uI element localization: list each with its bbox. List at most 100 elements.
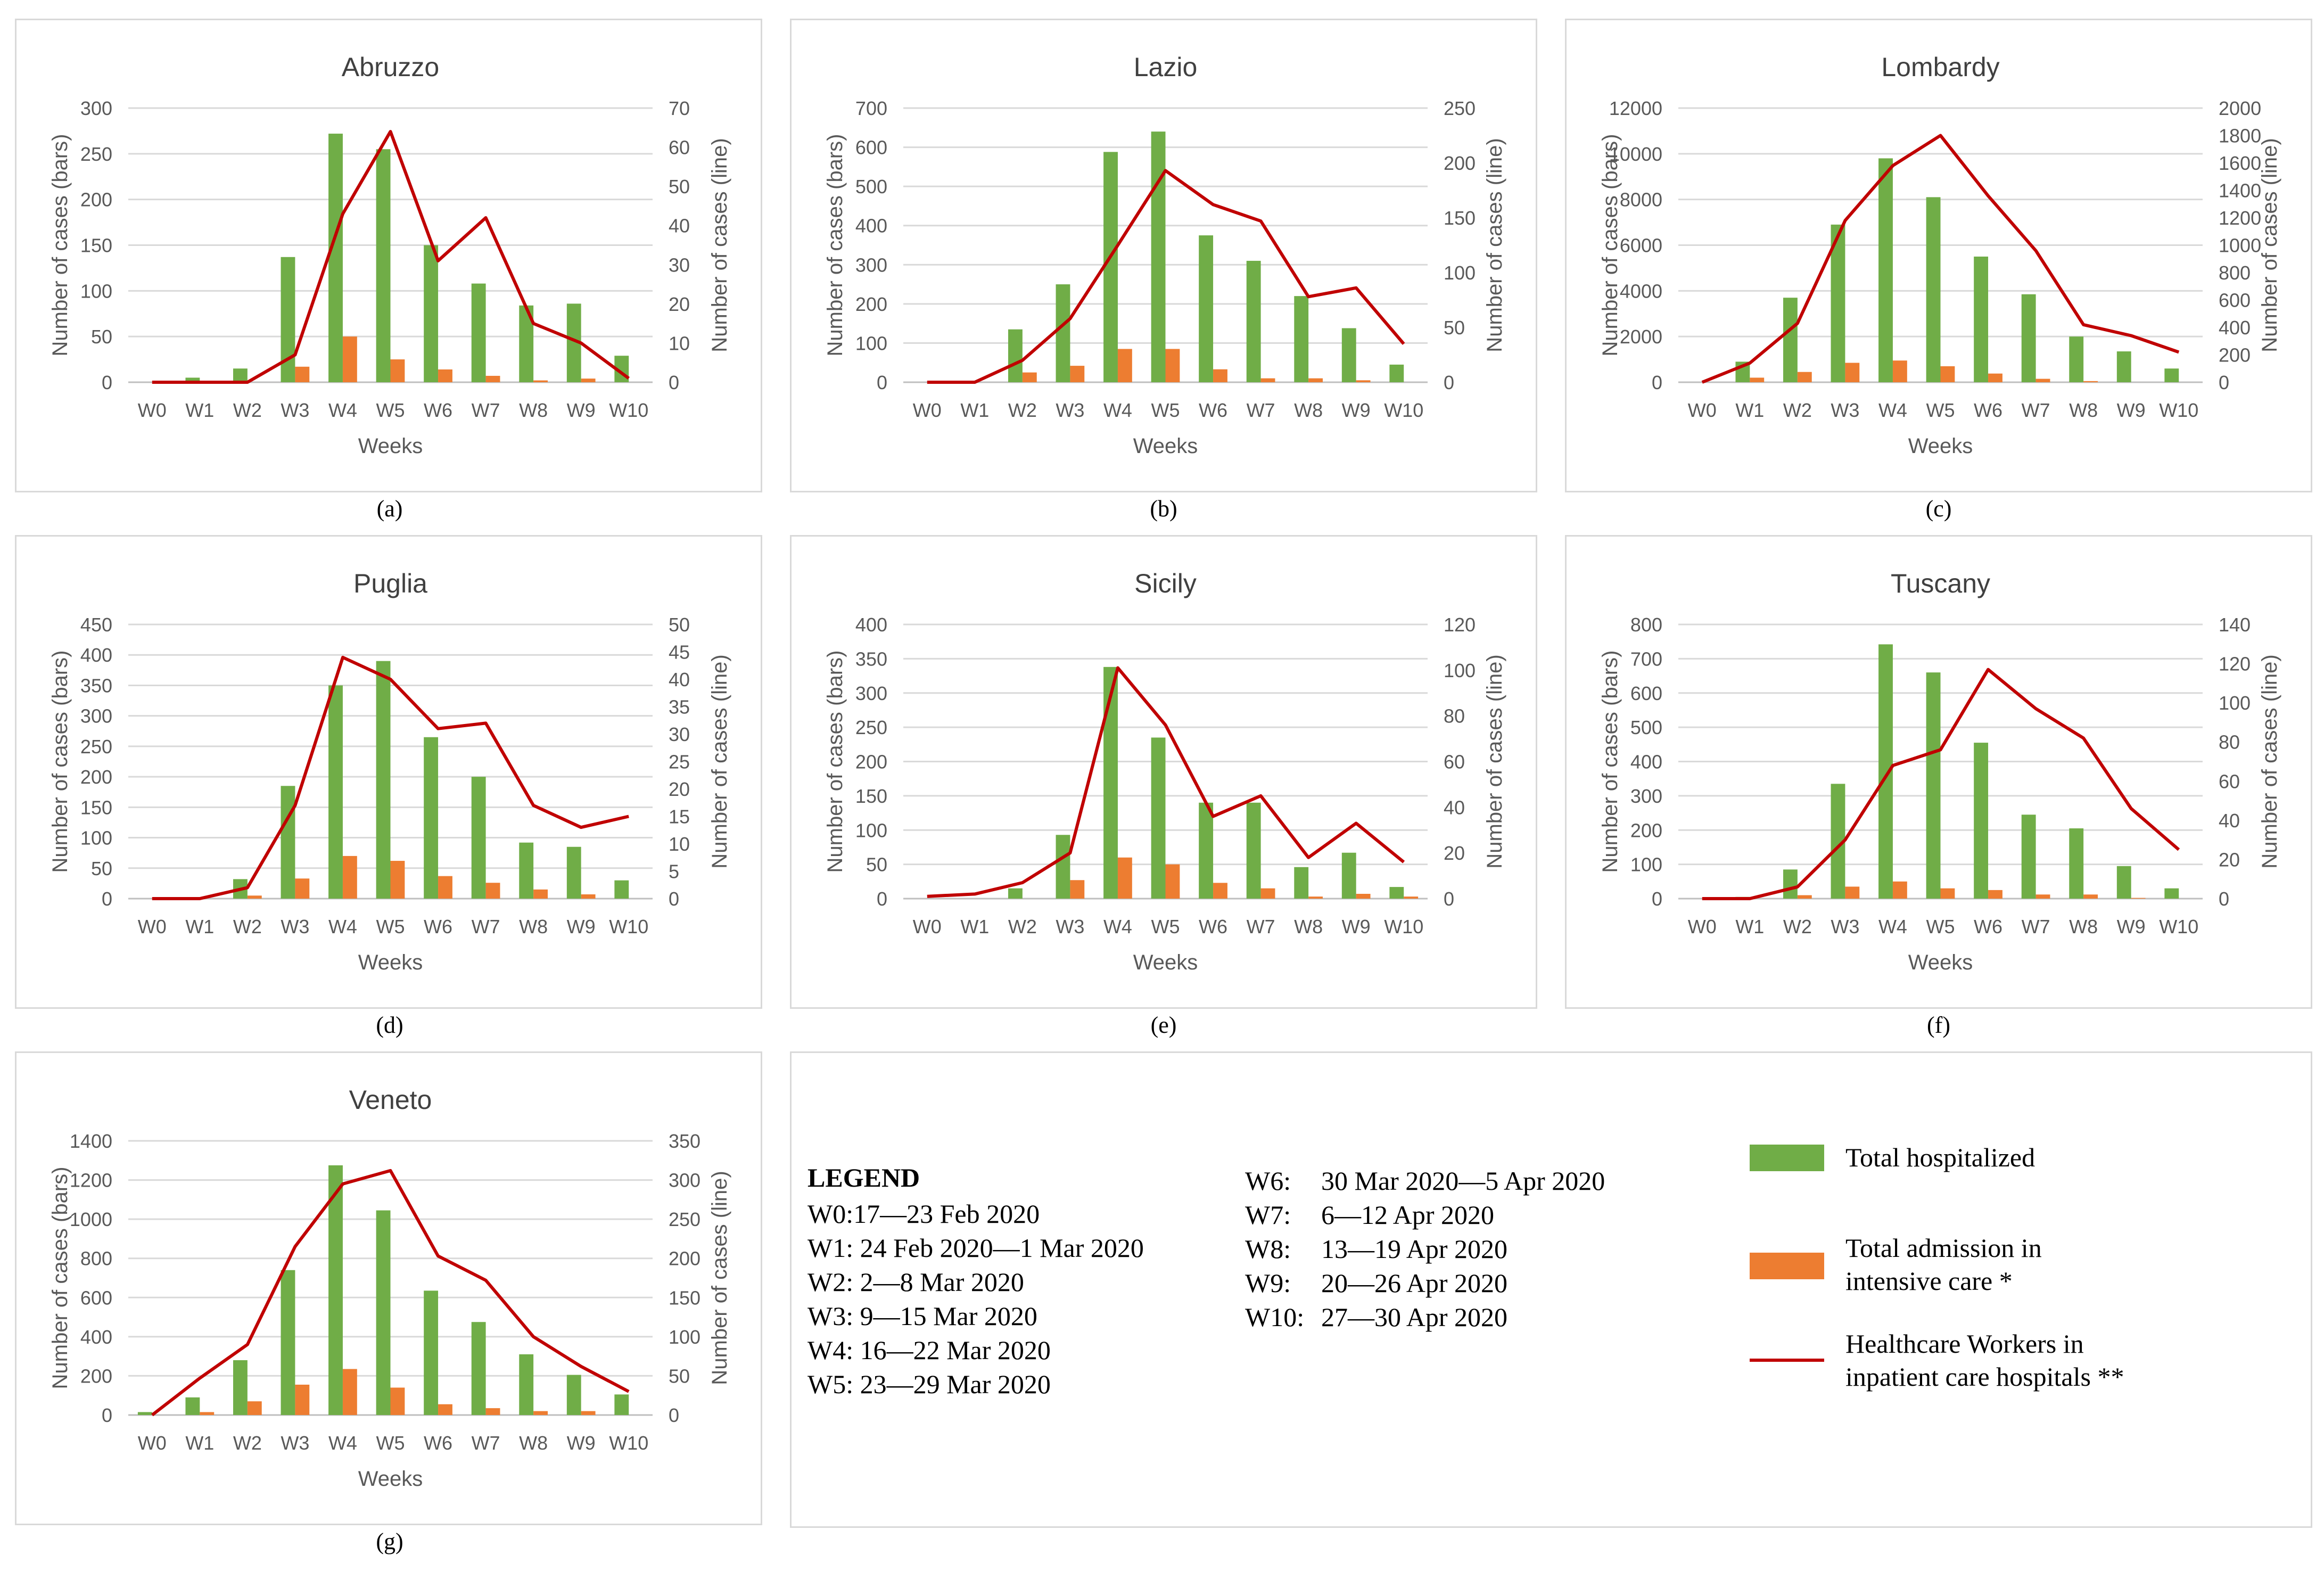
x-tick-label: W6 xyxy=(424,916,452,937)
y-right-tick-label: 600 xyxy=(2219,290,2251,311)
y-right-tick-label: 40 xyxy=(669,669,690,690)
x-tick-label: W10 xyxy=(609,399,648,421)
legend-icu-line1: Total admission in xyxy=(1845,1233,2042,1263)
x-tick-label: W8 xyxy=(2069,916,2098,937)
bar-icu-W8 xyxy=(533,1411,548,1415)
bar-hospitalized-W9 xyxy=(1341,328,1356,382)
y-left-tick-label: 0 xyxy=(1652,888,1662,910)
bar-hospitalized-W7 xyxy=(471,777,486,899)
x-tick-label: W4 xyxy=(1103,916,1132,937)
y-right-tick-label: 1200 xyxy=(2219,207,2261,229)
bar-icu-W7 xyxy=(1260,378,1275,382)
y-left-tick-label: 400 xyxy=(80,644,112,666)
y-right-tick-label: 100 xyxy=(1444,660,1476,681)
y-right-tick-label: 1000 xyxy=(2219,235,2261,257)
legend-weeks-right-codes: W6: W7: W8: W9: W10: xyxy=(1245,1164,1304,1334)
chart-title: Abruzzo xyxy=(342,52,439,82)
bar-icu-W3 xyxy=(1845,886,1860,899)
y-left-axis-title: Number of cases (bars) xyxy=(48,134,72,357)
bar-icu-W7 xyxy=(2035,379,2050,382)
y-left-tick-label: 150 xyxy=(80,796,112,818)
bar-icu-W5 xyxy=(390,861,405,899)
x-tick-label: W10 xyxy=(2159,916,2198,937)
x-tick-label: W0 xyxy=(1688,399,1717,421)
legend-week-code-w6: W6: xyxy=(1245,1166,1291,1196)
bar-icu-W5 xyxy=(390,1387,405,1415)
x-axis-title: Weeks xyxy=(1133,951,1198,974)
chart-panel-lazio: Lazio 0 100 200 300 400 500 600 700 0 50 100 150 200 2… xyxy=(790,19,1537,492)
y-right-tick-label: 100 xyxy=(2219,692,2251,714)
chart-svg-puglia: Puglia 0 50 100 150 200 250 300 350 400 450 0 5 10 15 2… xyxy=(48,569,731,974)
bar-hospitalized-W3 xyxy=(281,786,295,899)
y-right-tick-label: 0 xyxy=(1444,888,1454,910)
x-tick-label: W0 xyxy=(913,399,942,421)
y-left-axis-title: Number of cases (bars) xyxy=(48,651,72,873)
y-right-tick-label: 20 xyxy=(669,778,690,800)
y-left-tick-label: 1200 xyxy=(70,1170,112,1191)
bar-icu-W2 xyxy=(247,1401,262,1415)
x-tick-label: W7 xyxy=(472,1432,500,1454)
x-tick-label: W7 xyxy=(2022,399,2050,421)
x-tick-label: W3 xyxy=(1056,399,1084,421)
y-right-tick-label: 45 xyxy=(669,641,690,663)
y-left-tick-label: 2000 xyxy=(1620,326,1662,348)
y-left-tick-label: 0 xyxy=(102,1404,112,1426)
x-tick-label: W9 xyxy=(2117,916,2146,937)
bar-hospitalized-W10 xyxy=(2164,368,2179,382)
legend-icu-label: Total admission in intensive care * xyxy=(1845,1231,2042,1297)
bar-hospitalized-W6 xyxy=(424,1290,439,1415)
chart-caption-puglia: (d) xyxy=(376,1012,403,1038)
x-tick-label: W8 xyxy=(1294,399,1323,421)
x-tick-label: W10 xyxy=(609,916,648,937)
y-right-tick-label: 0 xyxy=(2219,372,2229,393)
y-right-tick-label: 140 xyxy=(2219,614,2251,636)
bar-hospitalized-W8 xyxy=(519,842,534,899)
bar-icu-W6 xyxy=(1213,883,1227,899)
legend-week-date-w9: 20—26 Apr 2020 xyxy=(1321,1268,1507,1298)
bar-icu-W4 xyxy=(1892,360,1907,382)
bar-hospitalized-W2 xyxy=(233,1360,248,1415)
bar-hospitalized-W10 xyxy=(1389,364,1404,382)
x-tick-label: W2 xyxy=(233,399,262,421)
chart-caption-abruzzo: (a) xyxy=(376,496,403,522)
bar-icu-W2 xyxy=(247,895,262,899)
x-axis-title: Weeks xyxy=(358,1467,423,1491)
y-left-tick-label: 400 xyxy=(1630,751,1662,773)
bar-icu-W2 xyxy=(1022,372,1037,382)
y-right-tick-label: 100 xyxy=(669,1326,701,1348)
x-tick-label: W0 xyxy=(1688,916,1717,937)
y-left-tick-label: 0 xyxy=(1652,372,1662,393)
y-right-tick-label: 1400 xyxy=(2219,180,2261,202)
x-tick-label: W3 xyxy=(1831,399,1859,421)
bar-hospitalized-W7 xyxy=(2021,294,2036,382)
bar-hospitalized-W5 xyxy=(1151,131,1166,382)
y-right-axis-title: Number of cases (line) xyxy=(2258,654,2281,868)
bar-icu-W6 xyxy=(1213,369,1227,382)
x-tick-label: W0 xyxy=(913,916,942,937)
y-right-tick-label: 20 xyxy=(2219,849,2240,870)
x-tick-label: W3 xyxy=(281,1432,309,1454)
legend-weeks-right-dates: 30 Mar 2020—5 Apr 2020 6—12 Apr 2020 13—… xyxy=(1321,1164,1605,1334)
x-tick-label: W8 xyxy=(519,1432,548,1454)
legend-hospitalized-label: Total hospitalized xyxy=(1845,1142,2035,1172)
bar-hospitalized-W4 xyxy=(328,134,343,383)
bar-icu-W8 xyxy=(2083,381,2098,382)
y-right-tick-label: 20 xyxy=(1444,842,1465,864)
x-tick-label: W9 xyxy=(1342,916,1371,937)
bar-hospitalized-W10 xyxy=(614,880,629,899)
bar-hospitalized-W2 xyxy=(1783,869,1798,899)
chart-caption-veneto: (g) xyxy=(376,1528,403,1554)
bar-hospitalized-W1 xyxy=(185,1397,200,1415)
x-tick-label: W8 xyxy=(2069,399,2098,421)
y-left-tick-label: 200 xyxy=(1630,819,1662,841)
bar-hospitalized-W4 xyxy=(1878,158,1893,382)
y-right-tick-label: 60 xyxy=(2219,770,2240,792)
bar-icu-W3 xyxy=(1070,880,1085,899)
x-tick-label: W1 xyxy=(185,916,214,937)
chart-svg-lombardy: Lombardy 0 2000 4000 6000 8000 10000 12000 0 200 4… xyxy=(1598,52,2281,458)
y-right-tick-label: 200 xyxy=(669,1248,701,1270)
bar-icu-W4 xyxy=(1892,881,1907,899)
bar-icu-W4 xyxy=(1117,349,1132,382)
chart-caption-lazio: (b) xyxy=(1150,496,1177,522)
bar-icu-W3 xyxy=(295,1384,310,1415)
